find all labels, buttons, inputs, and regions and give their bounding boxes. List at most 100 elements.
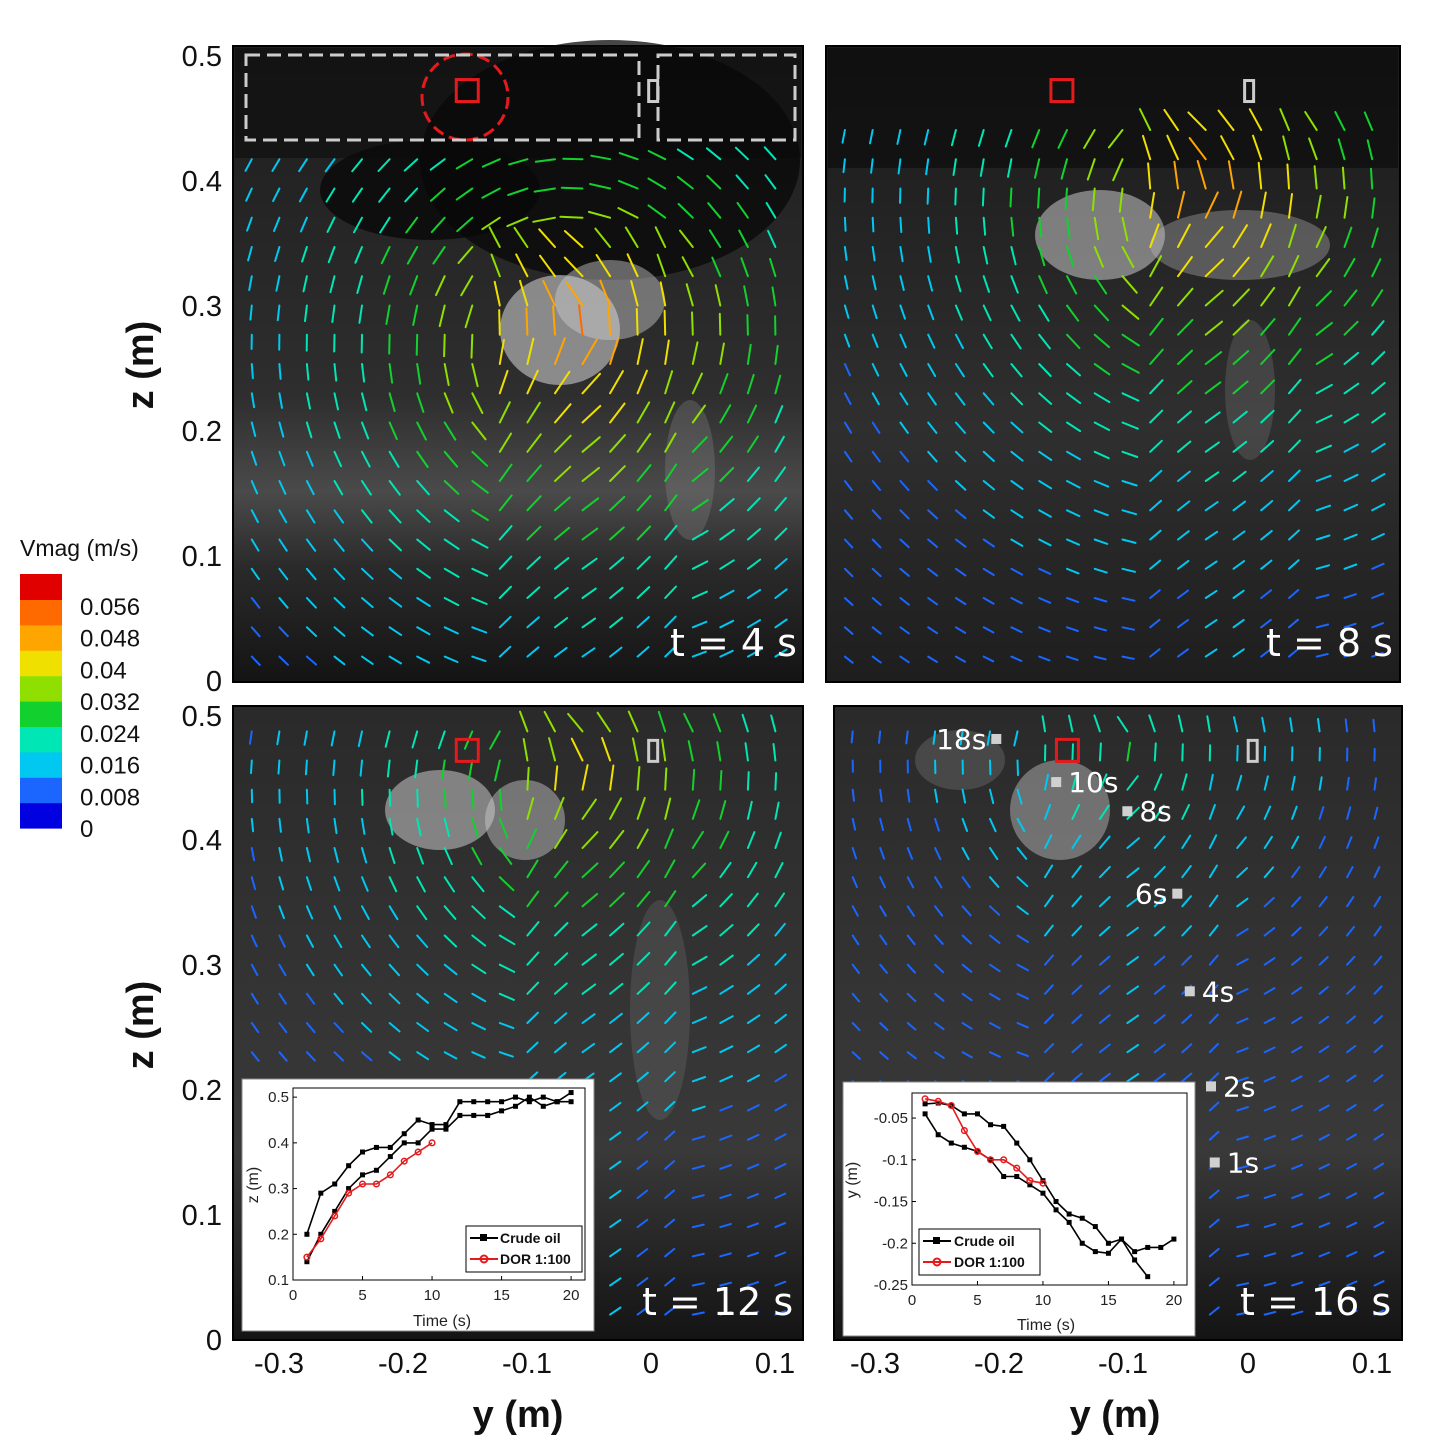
colorbar-swatch	[20, 624, 62, 651]
velocity-vector	[1066, 597, 1080, 604]
inset-point	[948, 1140, 954, 1146]
velocity-vector	[879, 963, 888, 974]
velocity-vector	[526, 797, 535, 820]
velocity-vector	[382, 275, 391, 295]
velocity-vector	[1204, 411, 1221, 424]
velocity-vector	[609, 646, 623, 658]
velocity-vector	[609, 982, 624, 995]
velocity-vector	[636, 796, 646, 820]
velocity-vector	[278, 421, 285, 438]
velocity-vector	[774, 1310, 787, 1316]
velocity-vector	[443, 788, 447, 809]
velocity-vector	[278, 963, 287, 977]
velocity-vector	[744, 742, 749, 762]
velocity-vector	[664, 890, 677, 908]
velocity-vector	[498, 585, 512, 599]
velocity-vector	[532, 216, 556, 223]
velocity-vector	[664, 463, 678, 482]
velocity-vector	[581, 831, 599, 849]
legend-item: DOR 1:100	[954, 1254, 1025, 1270]
velocity-vector	[679, 229, 694, 248]
velocity-vector	[1260, 529, 1273, 541]
inset-point	[386, 1171, 394, 1179]
x-axis-label-left: y (m)	[473, 1394, 564, 1436]
velocity-vector	[272, 187, 281, 203]
velocity-vector	[664, 1130, 676, 1141]
velocity-vector	[298, 158, 308, 173]
velocity-vector	[443, 538, 460, 550]
colorbar-swatch	[20, 650, 62, 677]
markers-panel-2	[454, 737, 660, 763]
velocity-vector	[664, 1277, 676, 1287]
velocity-vector	[333, 817, 338, 835]
velocity-vector	[244, 158, 253, 172]
velocity-vector	[581, 557, 598, 570]
velocity-vector	[609, 434, 626, 453]
velocity-vector	[664, 370, 674, 395]
velocity-vector	[636, 432, 652, 453]
velocity-vector	[681, 256, 694, 278]
velocity-vector	[1318, 1192, 1331, 1199]
velocity-vector	[691, 768, 696, 791]
velocity-vector	[388, 392, 396, 413]
velocity-vector	[719, 1164, 733, 1170]
velocity-vector	[1010, 304, 1021, 322]
ytick-label: 0.3	[182, 291, 222, 323]
velocity-vector	[526, 616, 540, 629]
velocity-vector	[774, 527, 788, 541]
velocity-vector	[438, 304, 446, 328]
velocity-vector	[741, 713, 749, 733]
velocity-vector	[774, 588, 788, 599]
velocity-vector	[664, 432, 677, 453]
velocity-vector	[934, 817, 940, 832]
velocity-vector	[927, 363, 937, 378]
velocity-vector	[982, 392, 995, 406]
velocity-vector	[843, 567, 854, 578]
velocity-vector	[961, 905, 972, 917]
velocity-vector	[1343, 533, 1358, 541]
velocity-vector	[1263, 1016, 1276, 1024]
velocity-vector	[1071, 743, 1074, 762]
velocity-vector	[1187, 111, 1207, 131]
velocity-vector	[330, 730, 336, 747]
velocity-vector	[1291, 926, 1302, 937]
velocity-vector	[276, 730, 281, 746]
velocity-vector	[1010, 392, 1024, 406]
velocity-vector	[927, 275, 934, 292]
velocity-vector	[1016, 905, 1029, 915]
velocity-vector	[361, 509, 373, 524]
velocity-vector	[664, 1189, 676, 1199]
velocity-vector	[1126, 956, 1139, 966]
velocity-vector	[443, 934, 458, 948]
xtick-label: 0	[643, 1348, 659, 1380]
velocity-vector	[1121, 655, 1135, 660]
inset-point	[1001, 1173, 1007, 1179]
velocity-vector	[1208, 864, 1218, 879]
velocity-vector	[982, 480, 995, 491]
inset-xtick-label: 15	[493, 1287, 510, 1304]
velocity-vector	[1318, 896, 1328, 908]
velocity-vector	[443, 509, 460, 523]
velocity-vector	[464, 304, 474, 329]
velocity-vector	[356, 275, 363, 294]
velocity-vector	[443, 905, 457, 920]
colorbar-swatch	[20, 574, 62, 600]
velocity-vector	[1066, 246, 1075, 268]
velocity-vector	[581, 893, 599, 908]
inset-point	[400, 1157, 408, 1165]
inset-z-ylabel: z (m)	[245, 1167, 262, 1203]
velocity-vector	[526, 525, 542, 541]
velocity-vector	[1064, 187, 1068, 210]
velocity-vector	[609, 1160, 622, 1170]
velocity-vector	[1177, 287, 1194, 307]
velocity-vector	[719, 924, 734, 937]
velocity-vector	[954, 567, 967, 577]
velocity-vector	[278, 847, 283, 862]
velocity-vector	[1260, 191, 1267, 219]
velocity-vector	[351, 187, 363, 203]
velocity-vector	[1371, 258, 1382, 278]
velocity-vector	[361, 905, 370, 920]
velocity-vector	[746, 1163, 760, 1170]
velocity-vector	[481, 216, 501, 231]
velocity-vector	[719, 800, 727, 820]
